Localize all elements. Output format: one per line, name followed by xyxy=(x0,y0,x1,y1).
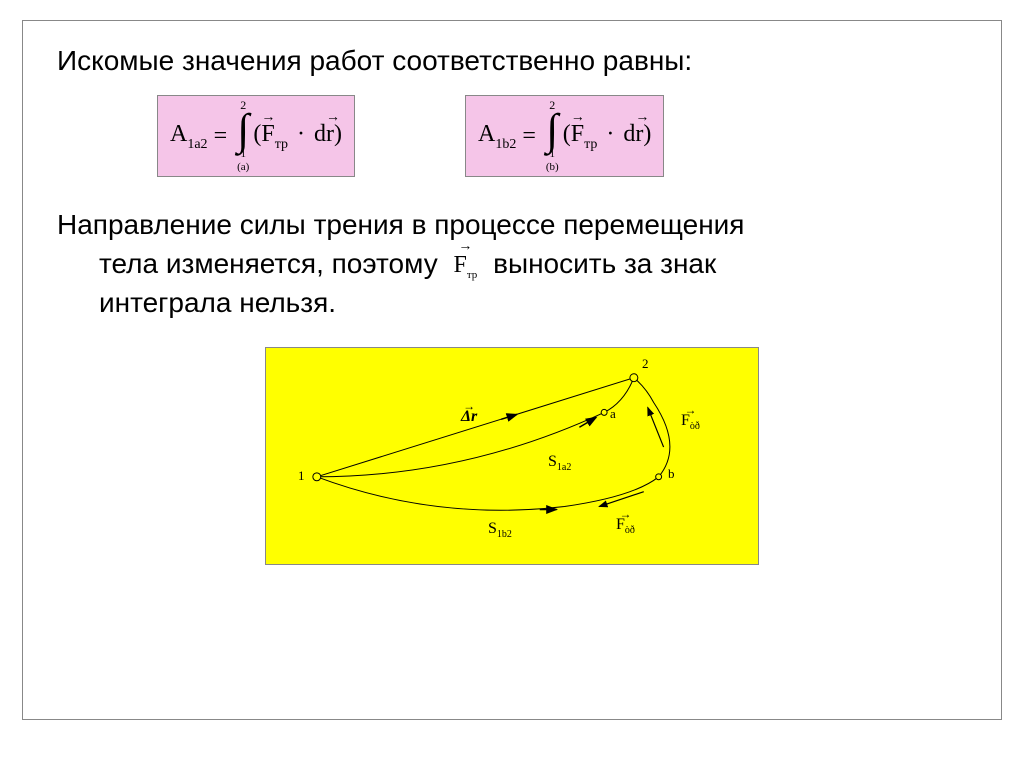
formula-row: A1a2 = 2 ∫ 1(a) (→Fтр · d→r) A1b2 = 2 ∫ … xyxy=(57,95,967,177)
formula-a-lhs: A1a2 xyxy=(170,121,208,152)
formula-box-a: A1a2 = 2 ∫ 1(a) (→Fтр · d→r) xyxy=(157,95,355,177)
formula-box-b: A1b2 = 2 ∫ 1(b) (→Fтр · d→r) xyxy=(465,95,664,177)
formula-b-lhs: A1b2 xyxy=(478,121,516,152)
label-point-b: b xyxy=(668,466,675,482)
diagram-svg xyxy=(266,348,758,564)
integral-a: 2 ∫ 1(a) xyxy=(237,99,249,172)
paragraph-2: Направление силы трения в процессе перем… xyxy=(57,205,967,323)
heading-text: Искомые значения работ соответственно ра… xyxy=(57,45,967,77)
formula-b-integrand: (→Fтр · d→r) xyxy=(563,121,652,152)
label-point-1: 1 xyxy=(298,468,305,484)
formula-a-integrand: (→Fтр · d→r) xyxy=(253,121,342,152)
label-point-a: a xyxy=(610,406,616,422)
label-delta-r: →Δr xyxy=(461,408,477,426)
diagram-container: 1 2 a b →Δr S1a2 S1b2 →Fòð →Fòð xyxy=(57,347,967,565)
label-Fb: →Fòð xyxy=(616,516,635,536)
equals-sign: = xyxy=(214,123,228,150)
equals-sign: = xyxy=(522,123,536,150)
inline-F-vector: →Fтр xyxy=(453,249,477,283)
path-diagram: 1 2 a b →Δr S1a2 S1b2 →Fòð →Fòð xyxy=(265,347,759,565)
label-S1a2: S1a2 xyxy=(548,453,571,473)
label-S1b2: S1b2 xyxy=(488,520,512,540)
slide-frame: Искомые значения работ соответственно ра… xyxy=(22,20,1002,720)
label-Fa: →Fòð xyxy=(681,412,700,432)
label-point-2: 2 xyxy=(642,356,649,372)
integral-b: 2 ∫ 1(b) xyxy=(546,99,559,172)
